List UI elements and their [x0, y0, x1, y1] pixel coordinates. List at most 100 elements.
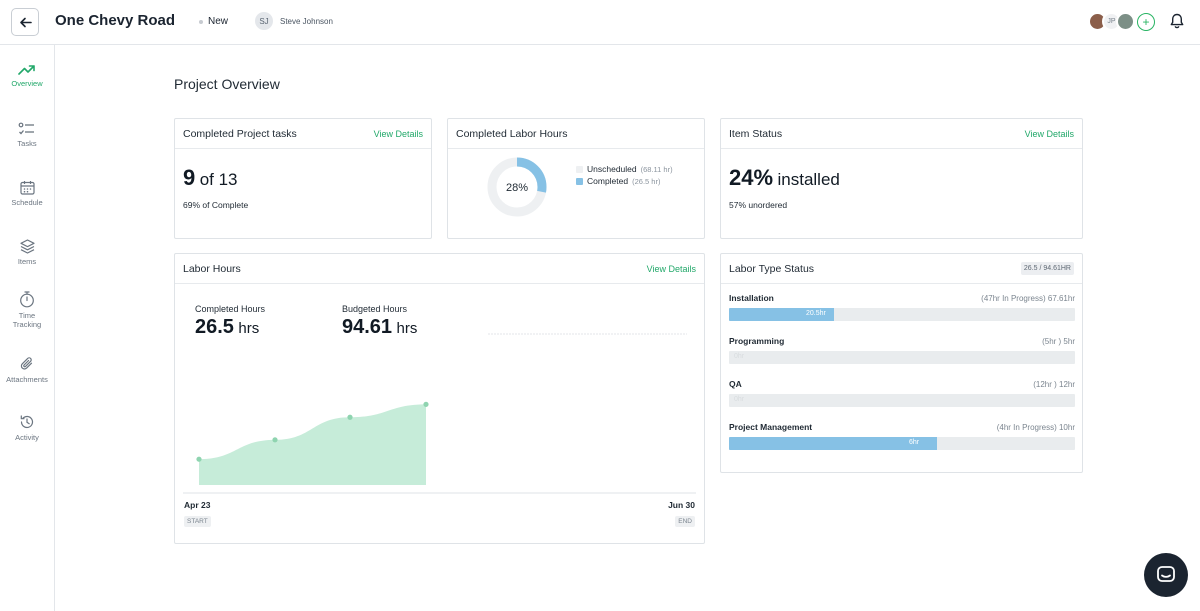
view-details-link[interactable]: View Details: [1024, 128, 1074, 139]
labor-hours-card: Labor Hours View Details Completed Hours…: [174, 253, 705, 544]
data-point: [347, 414, 353, 420]
labor-type-meta: (4hr In Progress) 10hr: [996, 422, 1075, 432]
project-owner[interactable]: SJ Steve Johnson: [255, 12, 333, 30]
completed-hours-value: 26.5: [195, 316, 234, 338]
sidebar-item-label-line1: Time: [18, 311, 36, 320]
data-point: [423, 401, 429, 407]
budgeted-hours: Budgeted Hours 94.61 hrs: [342, 304, 417, 339]
completed-hours: Completed Hours 26.5 hrs: [195, 304, 265, 339]
completed-hours-unit: hrs: [238, 320, 260, 337]
budgeted-hours-value-row: 94.61 hrs: [342, 316, 417, 339]
end-tag: END: [675, 516, 695, 527]
labor-type-name: Programming: [729, 336, 785, 346]
labor-type-row-qa[interactable]: QA (12hr ) 12hr 0hr: [729, 378, 1075, 407]
layers-icon: [19, 239, 35, 254]
sidebar-item-label-line2: Tracking: [12, 320, 42, 329]
card-title: Item Status: [729, 127, 783, 140]
arrow-left-icon: [19, 17, 32, 27]
sidebar-item-label: Time Tracking: [13, 311, 41, 329]
labor-type-meta: (5hr ) 5hr: [1042, 336, 1075, 346]
sidebar-item-label: Schedule: [11, 198, 43, 207]
status-dropdown[interactable]: New: [199, 16, 228, 27]
sidebar-item-time-tracking[interactable]: Time Tracking: [0, 291, 54, 329]
labor-type-row-project-management[interactable]: Project Management (4hr In Progress) 10hr…: [729, 421, 1075, 450]
back-button[interactable]: [11, 8, 39, 36]
chart-start: Apr 23 START: [184, 500, 211, 528]
legend-detail: (26.5 hr): [632, 176, 661, 186]
tasks-total: of 13: [199, 170, 238, 189]
sidebar-item-label: Items: [17, 257, 37, 266]
notifications-button[interactable]: [1170, 13, 1184, 34]
donut-legend: Unscheduled (68.11 hr) Completed (26.5 h…: [576, 164, 673, 186]
data-point: [196, 456, 202, 462]
labor-type-row-installation[interactable]: Installation (47hr In Progress) 67.61hr 2…: [729, 292, 1075, 321]
card-header: Completed Labor Hours: [448, 119, 704, 149]
installed-label: installed: [777, 170, 840, 189]
donut-completed-arc: [487, 157, 547, 217]
checklist-icon: [18, 122, 34, 135]
team-avatars: JP +: [1088, 12, 1155, 31]
sidebar-item-label: Overview: [11, 79, 43, 88]
budgeted-hours-value: 94.61: [342, 316, 393, 338]
owner-avatar: SJ: [255, 12, 273, 30]
labor-type-name: Project Management: [729, 422, 813, 432]
item-status-summary: 24% installed: [729, 165, 840, 191]
card-header: Labor Type Status 26.5 / 94.61HR: [721, 254, 1082, 284]
budgeted-hours-unit: hrs: [396, 320, 418, 337]
data-point: [272, 437, 278, 443]
tasks-done: 9: [183, 165, 196, 190]
completed-hours-value-row: 26.5 hrs: [195, 316, 265, 339]
tasks-card: Completed Project tasks View Details 9 o…: [174, 118, 432, 239]
calendar-icon: [19, 181, 35, 195]
labor-area: [199, 404, 426, 485]
card-header: Labor Hours View Details: [175, 254, 704, 284]
view-details-link[interactable]: View Details: [646, 263, 696, 274]
sidebar-item-attachments[interactable]: Attachments: [0, 356, 54, 384]
progress-fill: [729, 308, 834, 321]
sidebar-item-label: Tasks: [17, 139, 37, 148]
card-title: Labor Hours: [183, 262, 241, 275]
labor-type-name: QA: [729, 379, 742, 389]
labor-type-row-programming[interactable]: Programming (5hr ) 5hr 0hr: [729, 335, 1075, 364]
sidebar-item-label: Activity: [15, 433, 39, 442]
labor-type-status-card: Labor Type Status 26.5 / 94.61HR Install…: [720, 253, 1083, 473]
paperclip-icon: [20, 357, 33, 370]
sidebar-item-tasks[interactable]: Tasks: [0, 122, 54, 148]
sidebar-item-schedule[interactable]: Schedule: [0, 180, 54, 207]
unordered-percent: 57% unordered: [729, 200, 788, 210]
sidebar-item-activity[interactable]: Activity: [0, 414, 54, 442]
legend-swatch: [576, 177, 583, 185]
progress-label: 6hr: [909, 439, 920, 446]
chat-launcher-button[interactable]: [1144, 553, 1188, 597]
progress-bar: 0hr: [729, 351, 1075, 364]
sidebar-item-overview[interactable]: Overview: [0, 64, 54, 88]
progress-label: 20.5hr: [806, 310, 826, 317]
avatar[interactable]: [1116, 12, 1135, 31]
history-icon: [20, 415, 34, 429]
sidebar-item-label: Attachments: [6, 375, 48, 384]
stopwatch-icon: [20, 291, 34, 308]
sidebar-item-items[interactable]: Items: [0, 239, 54, 266]
progress-label: 0hr: [734, 396, 745, 403]
card-header: Item Status View Details: [721, 119, 1082, 149]
start-tag: START: [184, 516, 211, 527]
add-member-button[interactable]: +: [1137, 12, 1155, 31]
progress-bar: 20.5hr: [729, 308, 1075, 321]
labor-donut-chart: 28%: [487, 157, 547, 217]
donut-percent-label: 28%: [506, 182, 528, 194]
top-bar: One Chevy Road New SJ Steve Johnson JP +: [0, 0, 1200, 45]
installed-percent: 24%: [729, 165, 774, 190]
labor-hours-chart: [183, 333, 696, 494]
chat-icon: [1157, 566, 1175, 582]
tasks-percent: 69% of Complete: [183, 200, 249, 210]
data-points: [196, 401, 429, 462]
progress-fill: [729, 437, 937, 450]
view-details-link[interactable]: View Details: [373, 128, 423, 139]
budgeted-hours-label: Budgeted Hours: [342, 304, 408, 314]
start-date: Apr 23: [184, 500, 211, 510]
item-status-card: Item Status View Details 24% installed 5…: [720, 118, 1083, 239]
tasks-summary: 9 of 13: [183, 165, 238, 191]
progress-bar: 0hr: [729, 394, 1075, 407]
page-title: Project Overview: [174, 76, 280, 92]
bell-icon: [1170, 13, 1184, 29]
